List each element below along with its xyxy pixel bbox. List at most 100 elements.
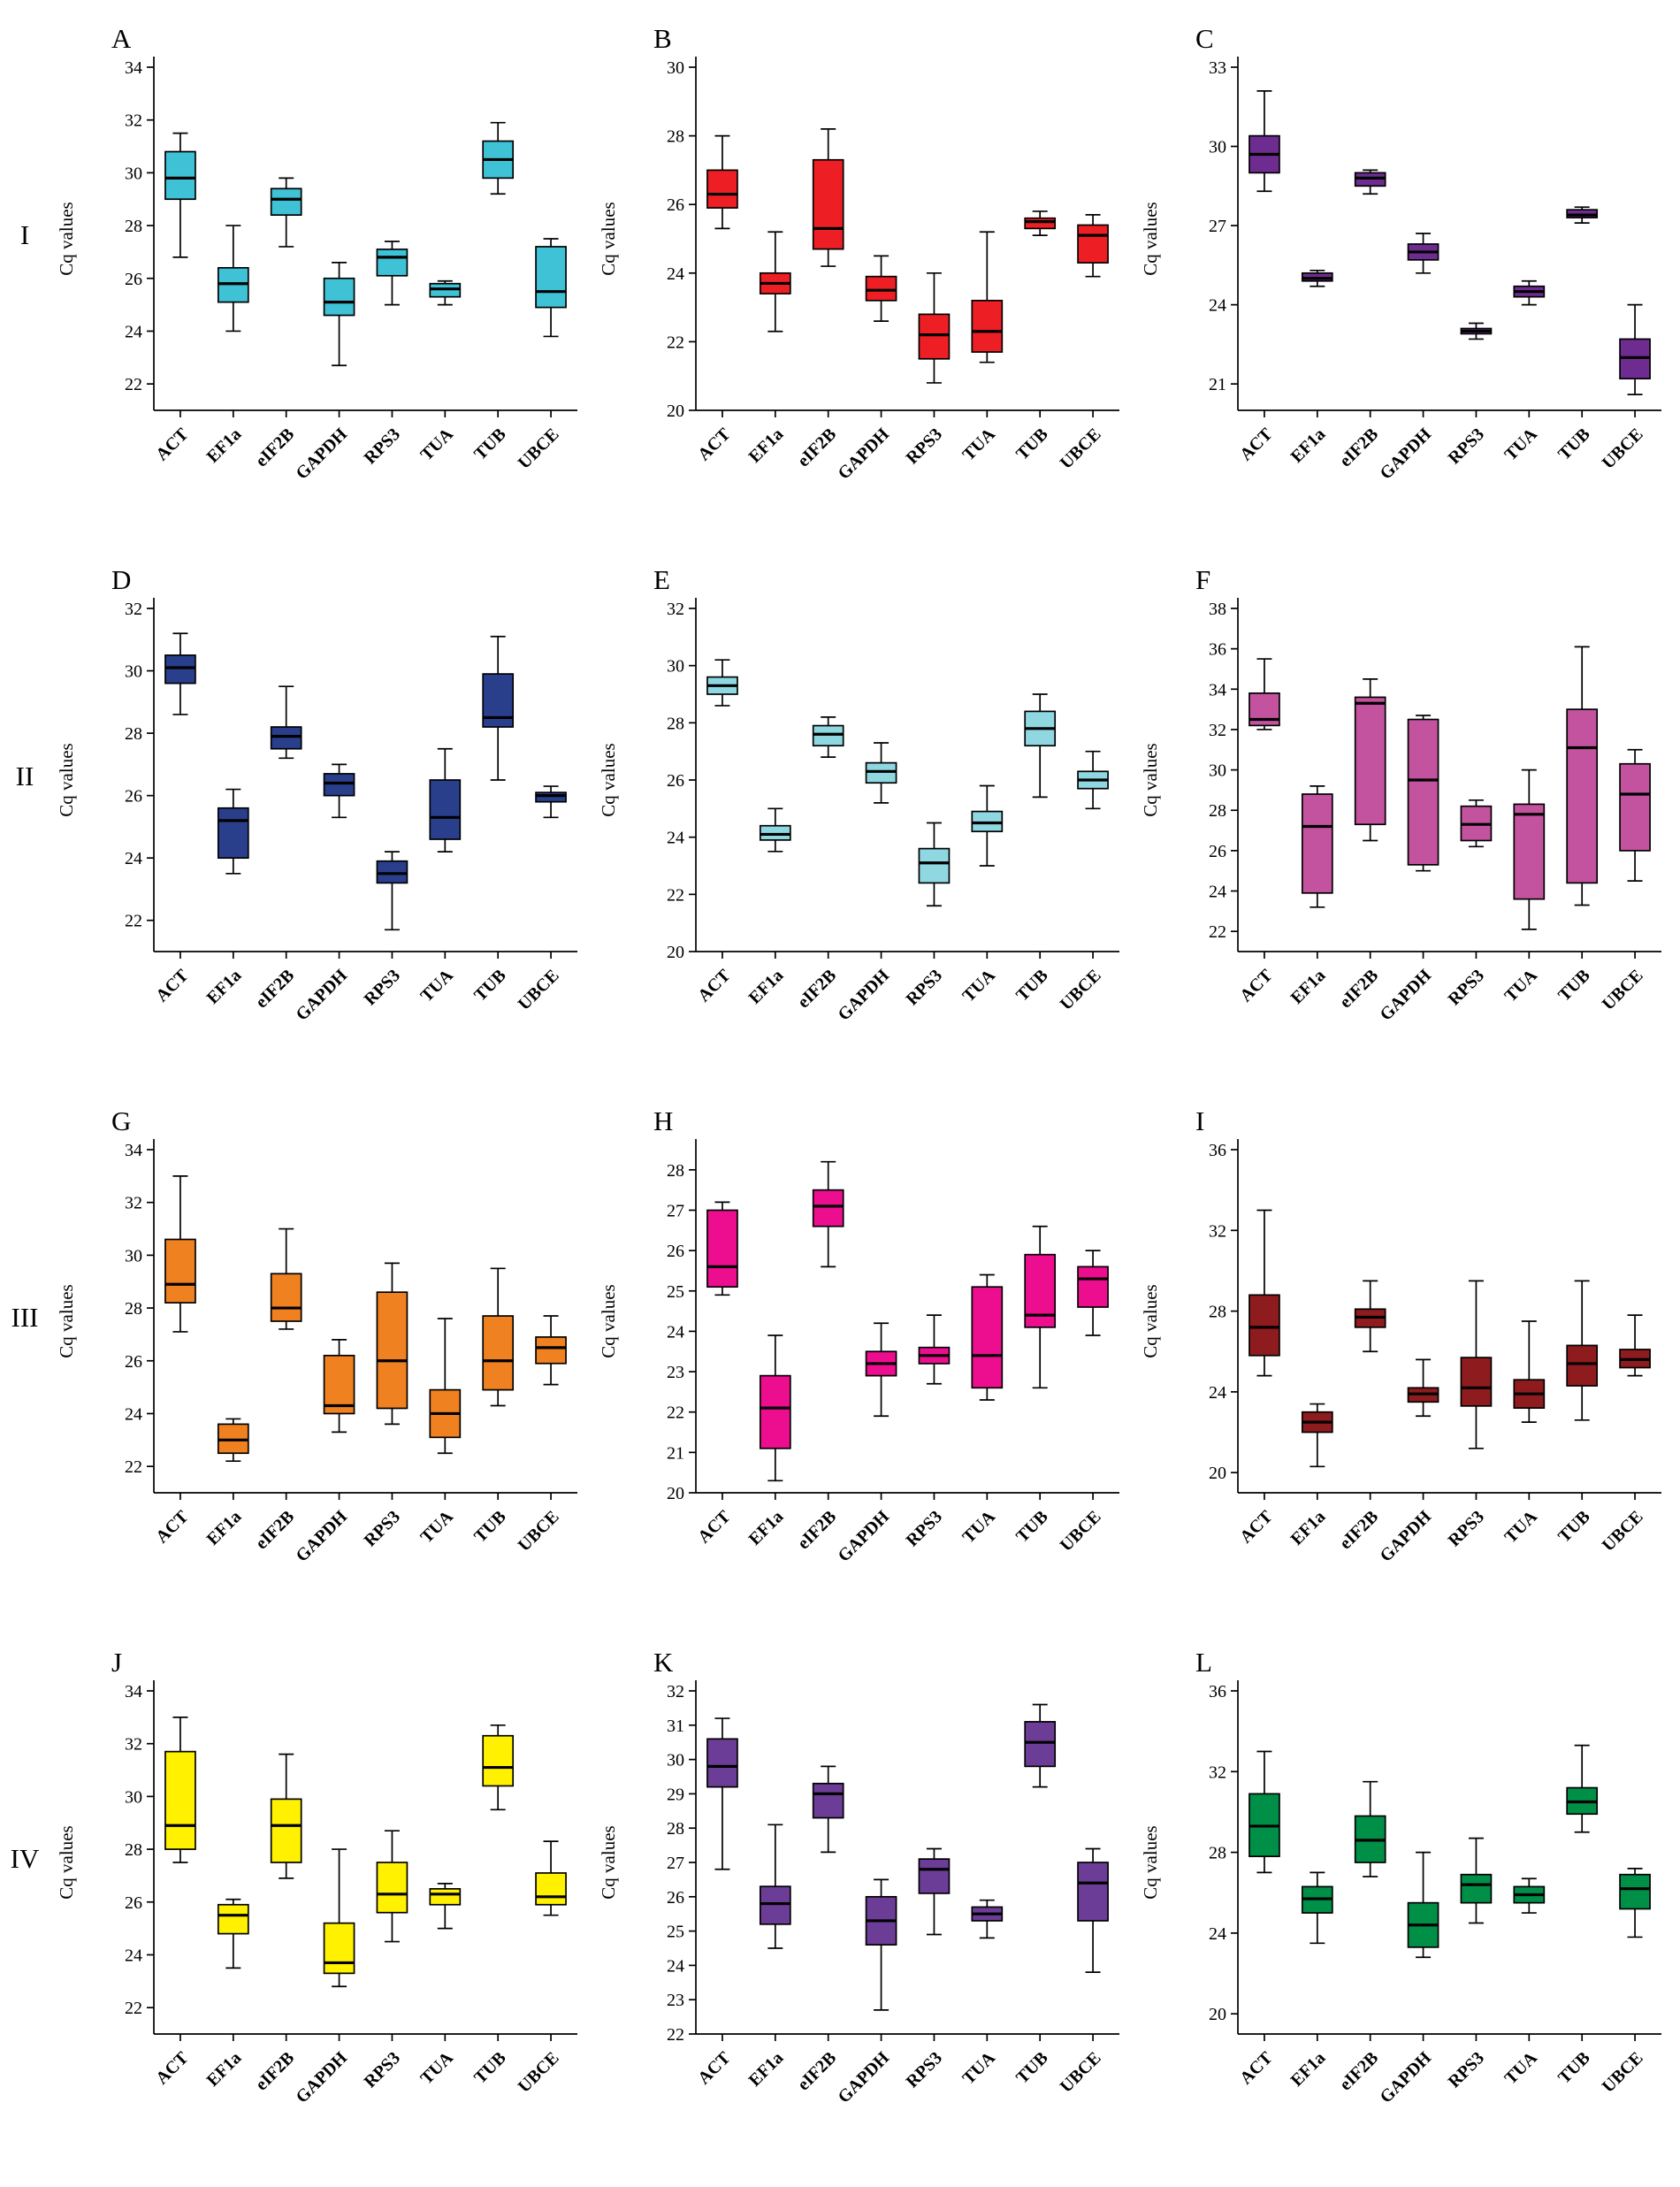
- y-tick-label: 28: [667, 127, 684, 147]
- x-tick-label-UBCE: UBCE: [1599, 424, 1647, 473]
- y-tick-label: 33: [1209, 58, 1226, 78]
- box-UBCE: [1077, 1862, 1109, 1922]
- y-tick-label: 32: [667, 600, 684, 619]
- x-tick-label-TUA: TUA: [416, 424, 457, 465]
- panel-letter: J: [111, 1647, 122, 1678]
- x-tick-label-GAPDH: GAPDH: [834, 424, 893, 484]
- y-tick-label: 34: [125, 1141, 142, 1160]
- y-tick-label: 28: [1209, 1303, 1226, 1322]
- x-tick-label-TUA: TUA: [1501, 2048, 1541, 2089]
- y-tick-label: 34: [125, 58, 142, 78]
- y-tick-label: 20: [667, 1484, 684, 1503]
- x-tick-label-GAPDH: GAPDH: [1376, 966, 1435, 1025]
- x-tick-label-ACT: ACT: [1236, 966, 1277, 1006]
- panel-H: H Cq values 20 21 22 23 24 25 26 27 28 ACT EF1a eIF2B…: [592, 1093, 1134, 1634]
- box-EF1a: [759, 1885, 791, 1925]
- y-tick-label: 22: [125, 375, 142, 394]
- box-UBCE: [535, 246, 567, 309]
- x-tick-label-TUA: TUA: [958, 2048, 999, 2089]
- box-TUA: [429, 1887, 462, 1906]
- row-label-I: I: [19, 219, 30, 250]
- boxplot-panel-G: G Cq values 22 24 26 28 30 32 34 ACT EF1a eIF2BGAPD…: [56, 1105, 577, 1566]
- box-ACT: [706, 1738, 738, 1788]
- x-tick-label-RPS3: RPS3: [903, 424, 946, 468]
- box-EF1a: [217, 1903, 249, 1935]
- box-eIF2B: [812, 724, 844, 747]
- box-TUA: [971, 1286, 1004, 1389]
- box-TUA: [971, 299, 1004, 353]
- x-tick-label-eIF2B: eIF2B: [1336, 966, 1382, 1012]
- box-GAPDH: [865, 275, 897, 302]
- y-tick-label: 22: [667, 885, 684, 905]
- y-tick-label: 36: [1209, 640, 1226, 660]
- y-tick-label: 23: [667, 1991, 684, 2010]
- y-tick-label: 25: [667, 1282, 684, 1302]
- y-tick-label: 32: [1209, 1221, 1226, 1241]
- y-tick-label: 22: [667, 333, 684, 352]
- y-tick-label: 36: [1209, 1682, 1226, 1701]
- box-UBCE: [1619, 762, 1651, 852]
- y-tick-label: 27: [667, 1854, 684, 1873]
- y-tick-label: 26: [125, 1352, 142, 1372]
- boxplot-panel-K: K Cq values 22 23 24 25 26 27 28 29 30 31 32 ACT EF1a e…: [598, 1647, 1119, 2107]
- panel-letter: E: [653, 564, 670, 595]
- y-tick-label: 28: [667, 1819, 684, 1839]
- box-RPS3: [376, 1291, 409, 1410]
- box-TUB: [1024, 1721, 1057, 1768]
- y-tick-label: 24: [125, 322, 142, 341]
- x-tick-label-EF1a: EF1a: [1287, 966, 1330, 1008]
- x-tick-label-RPS3: RPS3: [1445, 424, 1488, 468]
- boxplot-panel-H: H Cq values 20 21 22 23 24 25 26 27 28 ACT EF1a eIF2B…: [598, 1105, 1119, 1566]
- y-tick-label: 20: [667, 401, 684, 421]
- x-tick-label-eIF2B: eIF2B: [794, 2048, 840, 2094]
- x-tick-label-eIF2B: eIF2B: [1336, 1507, 1382, 1553]
- y-tick-label: 28: [667, 714, 684, 733]
- x-tick-label-ACT: ACT: [152, 966, 193, 1006]
- y-tick-label: 36: [1209, 1141, 1226, 1160]
- y-axis-title: Cq values: [598, 743, 619, 816]
- y-tick-label: 34: [125, 1682, 142, 1701]
- y-tick-label: 24: [1209, 883, 1226, 902]
- box-UBCE: [535, 1336, 567, 1365]
- y-tick-label: 22: [125, 912, 142, 931]
- panel-letter: I: [1195, 1105, 1204, 1136]
- x-tick-label-GAPDH: GAPDH: [834, 1507, 893, 1566]
- y-tick-label: 28: [125, 217, 142, 236]
- y-tick-label: 26: [667, 1888, 684, 1908]
- box-ACT: [164, 1238, 196, 1304]
- x-tick-label-TUA: TUA: [416, 966, 457, 1006]
- y-tick-label: 24: [667, 1956, 684, 1976]
- x-tick-label-TUA: TUA: [1501, 424, 1541, 465]
- x-tick-label-eIF2B: eIF2B: [252, 2048, 298, 2094]
- box-TUB: [482, 1734, 515, 1787]
- x-tick-label-EF1a: EF1a: [1287, 1507, 1330, 1549]
- x-tick-label-RPS3: RPS3: [361, 424, 404, 468]
- x-tick-label-GAPDH: GAPDH: [834, 966, 893, 1025]
- x-tick-label-RPS3: RPS3: [1445, 2048, 1488, 2091]
- box-ACT: [706, 169, 738, 209]
- box-EF1a: [217, 807, 249, 860]
- x-tick-label-eIF2B: eIF2B: [252, 424, 298, 470]
- box-eIF2B: [270, 726, 302, 750]
- x-tick-label-EF1a: EF1a: [745, 1507, 788, 1549]
- x-tick-label-eIF2B: eIF2B: [252, 1507, 298, 1553]
- x-tick-label-TUB: TUB: [1554, 966, 1594, 1006]
- x-tick-label-TUB: TUB: [1554, 2048, 1594, 2088]
- box-RPS3: [918, 1858, 951, 1894]
- x-tick-label-UBCE: UBCE: [1057, 424, 1105, 473]
- x-tick-label-ACT: ACT: [1236, 2048, 1277, 2089]
- y-axis-title: Cq values: [598, 1825, 619, 1899]
- box-RPS3: [376, 1862, 409, 1914]
- y-tick-label: 26: [1209, 842, 1226, 861]
- box-UBCE: [535, 791, 567, 803]
- panel-F: F Cq values 22 24 26 28 30 32 34 36 38 ACT EF1a eIF2B…: [1134, 552, 1676, 1093]
- x-tick-label-GAPDH: GAPDH: [292, 424, 351, 484]
- box-ACT: [706, 1209, 738, 1288]
- box-EF1a: [759, 824, 791, 841]
- boxplot-panel-F: F Cq values 22 24 26 28 30 32 34 36 38 ACT EF1a eIF2B…: [1140, 564, 1661, 1025]
- x-tick-label-ACT: ACT: [152, 1507, 193, 1548]
- x-tick-label-ACT: ACT: [1236, 1507, 1277, 1548]
